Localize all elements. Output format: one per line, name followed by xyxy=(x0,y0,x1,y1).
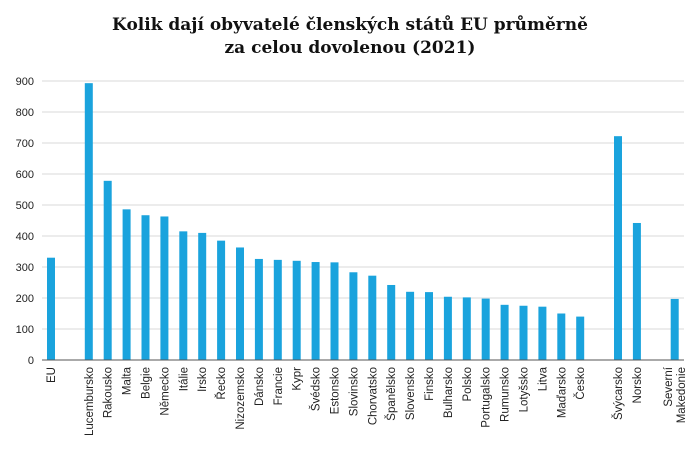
x-tick-label: Rumunsko xyxy=(500,367,512,422)
axes: 0 100 200 300 400 500 600 700 800 900 xyxy=(16,76,684,367)
x-tick-label: Španělsko xyxy=(385,367,398,421)
bar xyxy=(443,296,452,360)
bar xyxy=(481,298,490,360)
bar xyxy=(406,291,415,360)
y-tick-label: 900 xyxy=(16,76,34,88)
bar xyxy=(330,262,339,360)
bar xyxy=(576,316,585,360)
x-tick-label: EU xyxy=(46,367,58,383)
y-tick-label: 500 xyxy=(16,200,34,212)
y-tick-label: 600 xyxy=(16,169,34,181)
bar xyxy=(198,232,207,360)
y-tick-label: 0 xyxy=(28,355,34,367)
chart-title-line-1: Kolik dají obyvatelé členských států EU … xyxy=(112,15,588,35)
bar xyxy=(632,222,641,360)
x-tick-label: Francie xyxy=(273,367,285,405)
bar xyxy=(462,297,471,360)
bar xyxy=(84,83,93,361)
y-tick-label: 100 xyxy=(16,324,34,336)
bars xyxy=(47,83,679,361)
x-tick-label: Estonsko xyxy=(330,367,342,414)
x-tick-label: Švédsko xyxy=(310,367,323,411)
x-tick-label: Švýcarsko xyxy=(612,367,625,420)
x-tick-label: Slovensko xyxy=(405,367,417,420)
y-tick-label: 400 xyxy=(16,231,34,243)
bar xyxy=(122,209,131,360)
x-tick-label: Maďarsko xyxy=(556,367,568,418)
x-tick-label: Rakousko xyxy=(103,367,115,418)
y-tick-label: 200 xyxy=(16,293,34,305)
x-tick-label: Makedonie xyxy=(676,367,688,423)
bar xyxy=(425,292,433,360)
bar xyxy=(179,231,188,360)
bar xyxy=(368,275,377,360)
bar xyxy=(141,215,150,360)
x-tick-label: Kypr xyxy=(292,367,304,391)
x-tick-label: Itálie xyxy=(178,367,190,391)
bar xyxy=(292,260,301,360)
x-tick-label: Norsko xyxy=(632,367,644,403)
y-tick-label: 800 xyxy=(16,107,34,119)
bar xyxy=(254,258,263,360)
bar xyxy=(349,272,358,360)
y-tick-label: 300 xyxy=(16,262,34,274)
y-tick-label: 700 xyxy=(16,138,34,150)
x-tick-label: Finsko xyxy=(424,367,436,401)
bar xyxy=(557,313,566,360)
bar xyxy=(500,304,509,360)
bar xyxy=(273,259,282,360)
bar xyxy=(311,262,320,360)
gridlines xyxy=(42,80,684,330)
x-tick-label: Portugalsko xyxy=(481,367,493,428)
x-tick-label: Severní xyxy=(663,366,675,406)
bar xyxy=(236,247,244,360)
x-tick-label: Irsko xyxy=(197,367,209,392)
x-tick-label: Malta xyxy=(122,366,134,395)
x-tick-label: Belgie xyxy=(141,367,153,399)
x-tick-label: Řecko xyxy=(215,367,228,400)
bar xyxy=(538,306,547,360)
chart-title: Kolik dají obyvatelé členských států EU … xyxy=(0,14,700,60)
x-tick-label: Litva xyxy=(537,366,549,391)
bar xyxy=(519,305,528,360)
bar xyxy=(387,284,396,360)
x-tick-label: Lucembursko xyxy=(84,367,96,436)
x-tick-label: Lotyšsko xyxy=(519,367,531,412)
x-tick-label: Nizozemsko xyxy=(235,367,247,430)
bar xyxy=(670,298,679,360)
bar xyxy=(103,180,112,360)
x-tick-label: Česko xyxy=(574,367,587,400)
chart-title-line-2: za celou dovolenou (2021) xyxy=(224,38,476,58)
x-tick-label: Chorvatsko xyxy=(367,367,379,425)
bar xyxy=(160,216,169,360)
x-tick-label: Bulharsko xyxy=(443,367,455,418)
category-labels: EU Lucembursko Rakousko Malta Belgie Německo I… xyxy=(46,366,688,436)
bar xyxy=(47,257,55,360)
bar xyxy=(614,136,622,360)
x-tick-label: Slovinsko xyxy=(348,367,360,416)
x-tick-label: Polsko xyxy=(462,367,474,402)
x-tick-label: Dánsko xyxy=(254,367,266,406)
x-tick-label: Německo xyxy=(159,367,171,416)
bar xyxy=(217,240,226,360)
